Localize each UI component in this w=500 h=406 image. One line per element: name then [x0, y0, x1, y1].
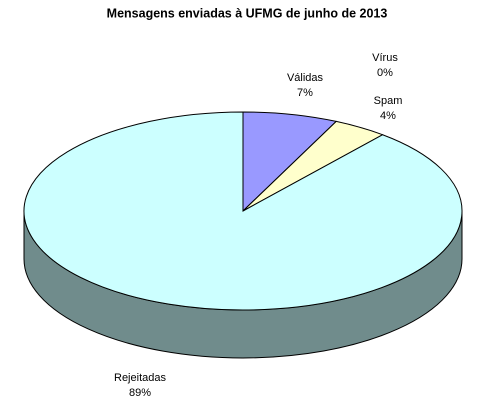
slice-value-label: 4%	[380, 110, 396, 122]
slice-label: Válidas	[287, 72, 324, 84]
slice-label: Vírus	[372, 52, 398, 64]
slice-value-label: 0%	[377, 67, 393, 79]
pie-slice	[23, 111, 463, 311]
slice-value-label: 7%	[297, 87, 313, 99]
chart-title: Mensagens enviadas à UFMG de junho de 20…	[107, 6, 388, 20]
slice-label: Rejeitadas	[114, 372, 166, 384]
slice-label: Spam	[374, 95, 403, 107]
slice-value-label: 89%	[129, 387, 151, 399]
